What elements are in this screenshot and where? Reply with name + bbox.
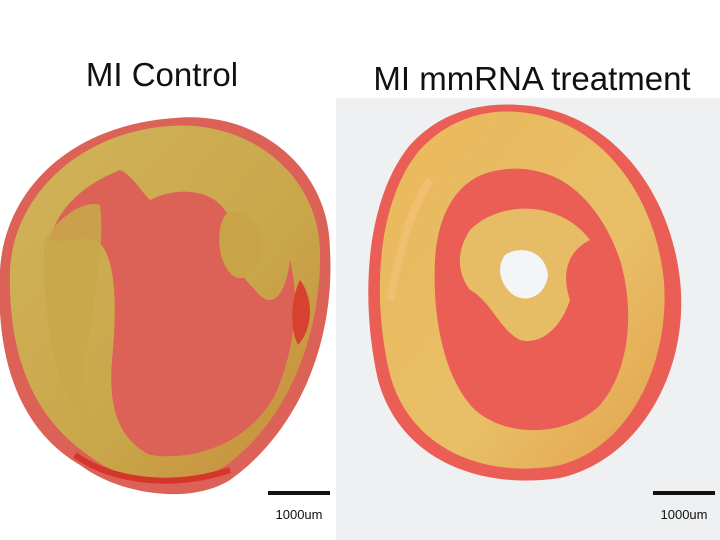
panel-title: MI Control xyxy=(86,56,238,93)
tissue-section-treatment xyxy=(368,104,682,481)
scale-bar-label: 1000um xyxy=(661,507,708,522)
panel-title: MI mmRNA treatment xyxy=(373,60,690,97)
tissue-section-control xyxy=(0,117,331,495)
scale-bar xyxy=(268,491,330,495)
scale-bar-label: 1000um xyxy=(276,507,323,522)
scale-bar xyxy=(653,491,715,495)
